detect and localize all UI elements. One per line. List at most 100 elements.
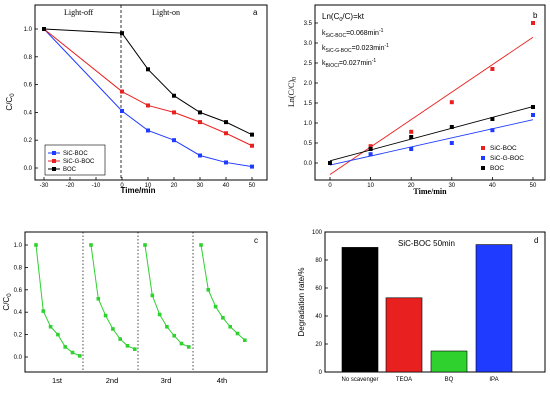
b-point-sic-boc — [531, 21, 535, 25]
panel-b-legend: SiC-BOC SiC-G-BOC BOC — [481, 145, 524, 172]
c-point-4th — [206, 288, 211, 292]
a-line-boc — [43, 28, 253, 136]
a-xtick-label: -20 — [66, 183, 75, 189]
a-ytick-label: 0.8 — [24, 55, 33, 61]
c-point-4th — [243, 338, 247, 342]
panel-b-letter: b — [533, 11, 538, 20]
b-point-sic-boc — [409, 129, 414, 134]
a-ytick-label: 0.4 — [24, 110, 33, 116]
c-point-3rd — [179, 341, 184, 346]
b-point-boc — [490, 117, 495, 121]
legend-a-sic-g-boc: SiC-G-BOC — [63, 159, 95, 165]
a-point-sic-g-boc — [172, 110, 176, 115]
c-line-1st — [35, 244, 81, 357]
b-point-sic-boc — [490, 67, 495, 71]
d-bar-teoa — [385, 297, 423, 373]
b-point-sic-boc — [368, 144, 373, 149]
panel-d-title: SiC-BOC 50min — [398, 239, 455, 248]
a-xtick-label: 40 — [223, 183, 230, 189]
panel-b: b Ln(C0/C)=kt kSiC-BOC=0.068min-1 kSiC-G… — [287, 4, 546, 196]
c-point-1st — [63, 345, 67, 349]
panel-b-xlabel: Time/min — [413, 187, 447, 196]
panel-d: d SiC-BOC 50min Degradation rate/% 0 20 40… — [297, 230, 546, 383]
b-ytick-label: 1.0 — [304, 121, 313, 127]
c-cycle-label-3rd: 3rd — [161, 376, 172, 385]
a-point-boc — [42, 27, 46, 31]
b-ytick-label: 3.5 — [304, 21, 313, 27]
d-ytick-label: 60 — [315, 286, 322, 292]
b-xtick-label: 20 — [408, 183, 415, 189]
b-xtick-label: 0 — [328, 183, 332, 189]
panel-b-ticks: 0 10 20 30 40 50 0.0 0.5 1.0 1.5 2.0 2.5 3.0 3.5 — [304, 21, 537, 189]
c-cycle-label-4th: 4th — [217, 376, 227, 385]
b-point-boc — [531, 105, 535, 109]
c-ytick-label: 1.0 — [14, 243, 23, 249]
d-xtick-label-no-scavenger: No scavenger — [341, 377, 378, 383]
b-xtick-label: 30 — [448, 183, 455, 189]
svg-text:Ln(C/C)0: Ln(C/C)0 — [287, 77, 298, 107]
a-point-sic-boc — [250, 164, 254, 169]
c-point-4th — [235, 331, 240, 336]
panel-d-ticks: 0 20 40 60 80 100 No scavenger TEOA BQ IPA — [312, 230, 499, 383]
panel-b-series — [328, 21, 535, 175]
b-point-sic-g-boc — [490, 128, 495, 133]
b-point-sic-g-boc — [531, 113, 535, 117]
d-xtick-label-ipa: IPA — [489, 377, 498, 383]
c-point-1st — [56, 332, 60, 337]
b-ytick-label: 2.0 — [304, 81, 313, 87]
a-point-sic-boc — [224, 160, 228, 165]
b-point-boc — [409, 135, 414, 139]
c-ytick-label: 0.8 — [14, 265, 23, 271]
b-ytick-label: 1.5 — [304, 101, 313, 107]
c-point-2nd — [133, 347, 137, 351]
b-point-boc — [449, 125, 454, 129]
b-ytick-label: 3.0 — [304, 41, 313, 47]
c-cycle-label-1st: 1st — [52, 376, 63, 385]
svg-text:C/C0: C/C0 — [2, 293, 13, 311]
d-ytick-label: 80 — [315, 258, 322, 264]
legend-a-boc: BOC — [63, 167, 77, 173]
d-bar-no-scavenger — [341, 247, 379, 373]
b-fit-sic-g-boc — [329, 119, 534, 166]
panel-c-ticks: 0.0 0.2 0.4 0.6 0.8 1.0 1st 2nd 3rd 4th — [14, 243, 228, 385]
a-xtick-label: -30 — [40, 183, 49, 189]
c-point-1st — [34, 243, 38, 247]
a-point-sic-g-boc — [120, 89, 124, 94]
k-sic-g-boc: kSiC-G-BOC=0.023min-1 — [322, 43, 389, 54]
panel-b-ylabel: Ln(C/C)0 — [287, 77, 298, 107]
b-point-sic-g-boc — [409, 147, 414, 151]
legend-b-sic-boc: SiC-BOC — [490, 145, 517, 152]
a-point-sic-g-boc — [146, 103, 150, 108]
b-point-sic-boc — [449, 100, 454, 105]
a-point-boc — [224, 120, 228, 125]
c-ytick-label: 0.2 — [14, 333, 23, 339]
a-xtick-label: 30 — [197, 183, 204, 189]
a-point-sic-g-boc — [224, 131, 228, 136]
a-ytick-label: 1.0 — [24, 27, 33, 33]
panel-c: c C/C0 0.0 0.2 0.4 0.6 0.8 1.0 1st 2nd 3rd 4th — [2, 231, 268, 385]
b-ytick-label: 2.5 — [304, 61, 313, 67]
c-ytick-label: 0.0 — [14, 355, 23, 361]
a-point-boc — [146, 67, 150, 72]
a-xtick-label: 10 — [145, 183, 152, 189]
a-point-sic-boc — [120, 109, 124, 114]
panel-d-bars — [341, 244, 513, 373]
c-ytick-label: 0.6 — [14, 288, 23, 294]
panel-b-equation: Ln(C0/C)=kt — [322, 12, 365, 23]
d-ytick-label: 40 — [315, 314, 322, 320]
c-point-1st — [70, 350, 75, 355]
legend-b-boc: BOC — [490, 165, 504, 172]
a-point-sic-boc — [198, 153, 202, 158]
b-xtick-label: 40 — [489, 183, 496, 189]
a-point-boc — [172, 93, 176, 98]
c-point-1st — [78, 354, 82, 358]
d-ytick-label: 0 — [319, 370, 323, 376]
legend-b-sic-g-boc: SiC-G-BOC — [490, 155, 524, 162]
a-xtick-label: -10 — [92, 183, 101, 189]
c-point-1st — [48, 324, 53, 329]
b-fit-sic-boc — [329, 36, 534, 175]
b-point-sic-g-boc — [449, 141, 454, 145]
d-bar-bq — [430, 350, 468, 373]
a-point-boc — [120, 31, 124, 36]
